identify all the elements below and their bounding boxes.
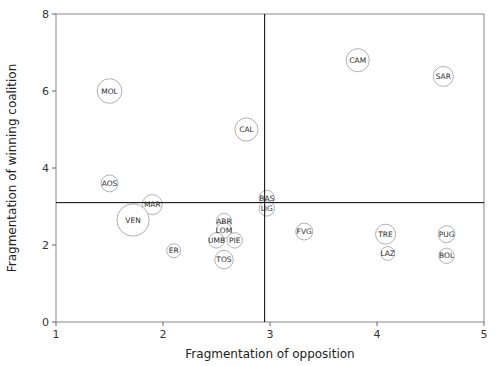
bubble-label: PUG <box>439 230 455 239</box>
bubble-label: SAR <box>436 72 451 81</box>
x-tick-label: 3 <box>267 328 274 341</box>
bubble-label: VEN <box>125 216 140 225</box>
chart: 1 2 3 4 5 0 2 4 6 8 Fragmentation of opposition Fra… <box>0 0 500 366</box>
x-tick <box>56 322 57 326</box>
bubble-label: TOS <box>215 255 231 264</box>
x-tick <box>377 322 378 326</box>
x-tick <box>163 322 164 326</box>
y-tick <box>52 168 56 169</box>
y-tick <box>52 91 56 92</box>
bubble <box>101 175 118 192</box>
bubble-label: CAM <box>349 56 366 65</box>
bubble-label: BAS <box>259 194 274 203</box>
bubble <box>167 244 181 258</box>
x-tick-label: 5 <box>481 328 488 341</box>
bubble-label: AOS <box>102 179 118 188</box>
bubble-label: ABR <box>216 217 232 226</box>
y-tick-label: 6 <box>42 85 49 98</box>
marks <box>56 14 484 322</box>
axes: 1 2 3 4 5 0 2 4 6 8 <box>42 8 488 341</box>
reference-line-v <box>264 14 265 322</box>
bubble <box>433 66 453 86</box>
y-axis-label: Fragmentation of winning coalition <box>5 64 19 273</box>
bubble-label: BOL <box>439 251 455 260</box>
x-axis-label: Fragmentation of opposition <box>185 347 354 361</box>
bubble-label: UMB <box>208 236 225 245</box>
bubble-label: MAR <box>144 200 161 209</box>
y-tick <box>52 14 56 15</box>
bubble-label: FVG <box>297 227 312 236</box>
y-tick <box>52 245 56 246</box>
bubble <box>381 247 395 261</box>
bubble <box>235 118 258 141</box>
bubble <box>215 250 233 268</box>
x-tick-label: 1 <box>53 328 60 341</box>
bubble <box>346 49 369 72</box>
y-tick-label: 2 <box>42 239 49 252</box>
x-tick <box>270 322 271 326</box>
x-tick-label: 4 <box>374 328 381 341</box>
x-tick-label: 2 <box>160 328 167 341</box>
bubble-label: TRE <box>377 230 393 239</box>
bubble <box>439 248 454 263</box>
x-tick <box>484 322 485 326</box>
bubble <box>376 224 396 244</box>
y-tick <box>52 322 56 323</box>
bubble-label: ER <box>169 246 179 255</box>
y-tick-label: 0 <box>42 316 49 329</box>
bubble-label: LOM <box>216 226 232 235</box>
plot-frame <box>56 14 484 322</box>
bubble-label: PIE <box>229 236 241 245</box>
bubble <box>296 223 313 240</box>
y-tick-label: 4 <box>42 162 49 175</box>
bubble-label: MOL <box>101 87 118 96</box>
bubble-label: LIG <box>261 204 273 213</box>
bubble-label: CAL <box>239 125 254 134</box>
bubble <box>97 79 122 104</box>
bubble <box>438 226 455 243</box>
bubble-labels: MOL AOS MAR VEN ER ABRLOMUMB PIE TOS CAL BASLIG FV… <box>101 56 455 264</box>
bubble-label: LAZ <box>380 249 395 258</box>
y-tick-label: 8 <box>42 8 49 21</box>
